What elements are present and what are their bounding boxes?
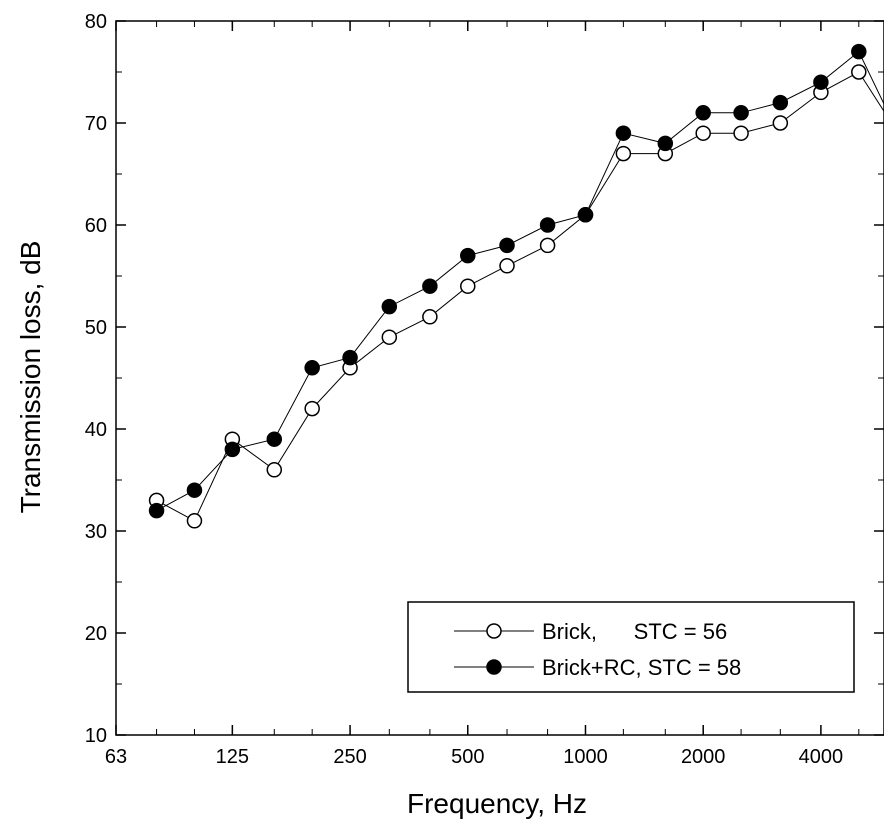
data-point-brick [186, 513, 203, 529]
data-point-brick-rc [186, 482, 203, 498]
y-axis: 10 20 30 40 50 60 70 80 [85, 11, 884, 747]
data-point-brick [733, 125, 749, 141]
x-tick-label: 250 [333, 746, 366, 768]
legend-marker-brick [486, 623, 502, 639]
data-point-brick [499, 258, 515, 274]
y-tick-label: 40 [85, 419, 107, 441]
data-point-brick-rc [460, 247, 476, 264]
data-point-brick-rc [813, 74, 829, 90]
x-axis: 63 125 250 500 1000 2000 4000 [105, 21, 860, 768]
data-point-brick [304, 400, 320, 417]
data-point-brick-rc [577, 207, 594, 223]
data-point-brick-rc [499, 237, 515, 254]
data-point-brick-rc [695, 105, 711, 121]
y-tick-label: 10 [85, 725, 107, 747]
y-tick-label: 80 [85, 11, 107, 33]
data-point-brick [539, 237, 556, 254]
legend: Brick, STC = 56 Brick+RC, STC = 58 [407, 601, 855, 693]
data-point-brick [266, 462, 283, 478]
series-line-brick [156, 71, 884, 522]
data-point-brick-rc [342, 349, 358, 366]
legend-marker-brick-rc [486, 659, 502, 675]
data-point-brick [615, 145, 632, 162]
x-axis-title: Frequency, Hz [407, 788, 587, 819]
data-point-brick [422, 309, 438, 325]
legend-label-brick-rc: Brick+RC, STC = 58 [542, 655, 741, 680]
legend-label-brick: Brick, STC = 56 [542, 619, 727, 644]
data-point-brick-rc [657, 135, 674, 152]
series-layer [148, 43, 884, 529]
legend-box [407, 601, 855, 693]
x-tick-label: 2000 [681, 746, 726, 768]
data-point-brick [460, 278, 476, 294]
data-point-brick-rc [266, 431, 283, 447]
y-tick-label: 30 [85, 521, 107, 543]
data-point-brick-rc [851, 43, 867, 60]
data-point-brick-rc [539, 217, 556, 233]
y-tick-label: 20 [85, 623, 107, 645]
y-tick-label: 70 [85, 113, 107, 135]
data-point-brick [381, 329, 398, 345]
x-tick-label: 125 [216, 746, 249, 768]
y-tick-label: 60 [85, 215, 107, 237]
data-point-brick [851, 64, 867, 80]
data-point-brick-rc [422, 278, 438, 294]
x-tick-label: 500 [451, 746, 484, 768]
data-point-brick-rc [148, 502, 165, 519]
y-tick-label: 50 [85, 317, 107, 339]
data-point-brick [695, 125, 711, 141]
x-tick-label: 4000 [799, 746, 844, 768]
data-point-brick-rc [615, 125, 632, 141]
x-tick-label: 63 [105, 746, 127, 768]
y-axis-title: Transmission loss, dB [15, 241, 46, 514]
data-point-brick-rc [304, 360, 320, 376]
data-point-brick-rc [381, 298, 398, 315]
data-point-brick [772, 115, 789, 131]
data-point-brick-rc [772, 94, 789, 111]
data-point-brick-rc [733, 105, 749, 121]
data-point-brick-rc [224, 441, 241, 458]
x-tick-label: 1000 [563, 746, 608, 768]
